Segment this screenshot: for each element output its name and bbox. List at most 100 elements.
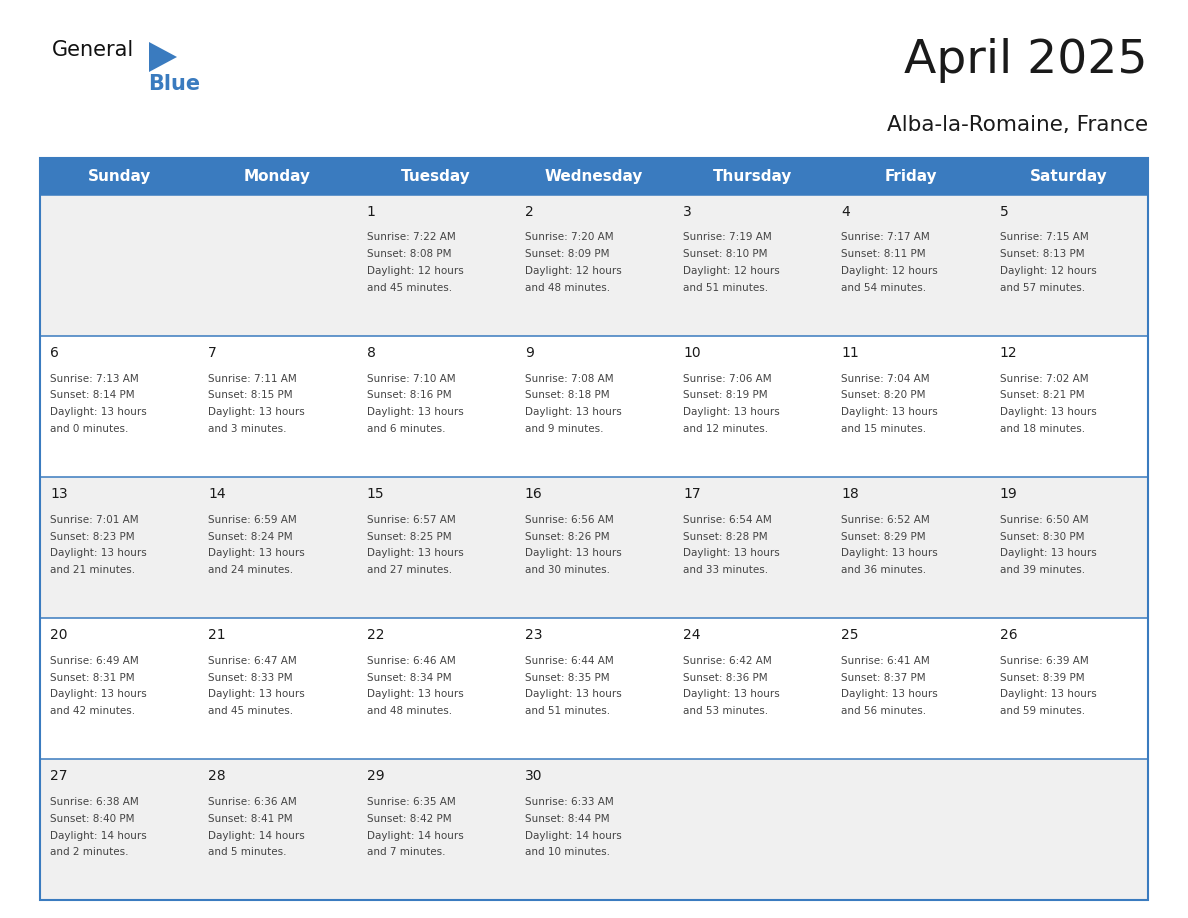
Text: and 36 minutes.: and 36 minutes. — [841, 565, 927, 575]
Text: and 42 minutes.: and 42 minutes. — [50, 706, 135, 716]
Text: Sunrise: 6:33 AM: Sunrise: 6:33 AM — [525, 797, 614, 807]
Text: Daylight: 12 hours: Daylight: 12 hours — [841, 266, 939, 276]
Text: 23: 23 — [525, 628, 543, 642]
Bar — [40, 476, 1148, 618]
Text: Sunset: 8:33 PM: Sunset: 8:33 PM — [208, 673, 293, 683]
Text: Sunset: 8:35 PM: Sunset: 8:35 PM — [525, 673, 609, 683]
Text: Sunset: 8:28 PM: Sunset: 8:28 PM — [683, 532, 767, 542]
Text: Sunrise: 7:04 AM: Sunrise: 7:04 AM — [841, 374, 930, 384]
Text: 1: 1 — [367, 205, 375, 218]
Text: 15: 15 — [367, 487, 384, 500]
Text: Daylight: 13 hours: Daylight: 13 hours — [841, 408, 939, 417]
Text: Daylight: 13 hours: Daylight: 13 hours — [50, 548, 147, 558]
Text: Daylight: 13 hours: Daylight: 13 hours — [683, 689, 779, 700]
Text: Sunset: 8:31 PM: Sunset: 8:31 PM — [50, 673, 134, 683]
Text: Sunrise: 6:39 AM: Sunrise: 6:39 AM — [1000, 655, 1088, 666]
Text: 11: 11 — [841, 345, 859, 360]
Text: Saturday: Saturday — [1030, 169, 1107, 184]
Text: Sunset: 8:09 PM: Sunset: 8:09 PM — [525, 250, 609, 259]
Text: and 7 minutes.: and 7 minutes. — [367, 847, 446, 857]
Text: and 5 minutes.: and 5 minutes. — [208, 847, 286, 857]
Text: 9: 9 — [525, 345, 533, 360]
Text: Sunrise: 6:52 AM: Sunrise: 6:52 AM — [841, 515, 930, 525]
Text: Sunset: 8:11 PM: Sunset: 8:11 PM — [841, 250, 927, 259]
Text: Daylight: 13 hours: Daylight: 13 hours — [208, 689, 305, 700]
Text: and 24 minutes.: and 24 minutes. — [208, 565, 293, 575]
Text: Sunset: 8:19 PM: Sunset: 8:19 PM — [683, 390, 767, 400]
Text: and 21 minutes.: and 21 minutes. — [50, 565, 135, 575]
Bar — [40, 759, 1148, 900]
Text: Daylight: 12 hours: Daylight: 12 hours — [525, 266, 621, 276]
Text: 19: 19 — [1000, 487, 1017, 500]
Text: Sunset: 8:36 PM: Sunset: 8:36 PM — [683, 673, 767, 683]
Bar — [40, 158, 1148, 900]
Text: Daylight: 13 hours: Daylight: 13 hours — [525, 548, 621, 558]
Text: Daylight: 13 hours: Daylight: 13 hours — [525, 408, 621, 417]
Text: and 2 minutes.: and 2 minutes. — [50, 847, 128, 857]
Text: 10: 10 — [683, 345, 701, 360]
Text: Sunrise: 7:08 AM: Sunrise: 7:08 AM — [525, 374, 613, 384]
Text: Daylight: 13 hours: Daylight: 13 hours — [367, 689, 463, 700]
Text: 6: 6 — [50, 345, 59, 360]
Text: Daylight: 12 hours: Daylight: 12 hours — [367, 266, 463, 276]
Text: Sunset: 8:24 PM: Sunset: 8:24 PM — [208, 532, 293, 542]
Polygon shape — [148, 42, 177, 72]
Text: Sunset: 8:13 PM: Sunset: 8:13 PM — [1000, 250, 1085, 259]
Text: 26: 26 — [1000, 628, 1017, 642]
Text: 3: 3 — [683, 205, 691, 218]
Text: Daylight: 13 hours: Daylight: 13 hours — [367, 408, 463, 417]
Text: Daylight: 13 hours: Daylight: 13 hours — [1000, 408, 1097, 417]
Bar — [40, 618, 1148, 759]
Text: 8: 8 — [367, 345, 375, 360]
Text: Sunset: 8:15 PM: Sunset: 8:15 PM — [208, 390, 293, 400]
Text: Sunrise: 7:22 AM: Sunrise: 7:22 AM — [367, 232, 455, 242]
Text: and 15 minutes.: and 15 minutes. — [841, 424, 927, 434]
Text: Sunset: 8:14 PM: Sunset: 8:14 PM — [50, 390, 134, 400]
Text: Sunrise: 6:44 AM: Sunrise: 6:44 AM — [525, 655, 614, 666]
Text: and 10 minutes.: and 10 minutes. — [525, 847, 609, 857]
Text: 12: 12 — [1000, 345, 1017, 360]
Text: 24: 24 — [683, 628, 701, 642]
Text: Alba-la-Romaine, France: Alba-la-Romaine, France — [887, 115, 1148, 135]
Text: Friday: Friday — [884, 169, 937, 184]
Text: 5: 5 — [1000, 205, 1009, 218]
Text: Sunrise: 7:13 AM: Sunrise: 7:13 AM — [50, 374, 139, 384]
Text: 22: 22 — [367, 628, 384, 642]
Text: Sunrise: 6:49 AM: Sunrise: 6:49 AM — [50, 655, 139, 666]
Text: and 3 minutes.: and 3 minutes. — [208, 424, 286, 434]
Text: and 45 minutes.: and 45 minutes. — [208, 706, 293, 716]
Text: Sunrise: 6:36 AM: Sunrise: 6:36 AM — [208, 797, 297, 807]
Text: and 57 minutes.: and 57 minutes. — [1000, 283, 1085, 293]
Text: Daylight: 13 hours: Daylight: 13 hours — [50, 689, 147, 700]
Text: Sunrise: 6:47 AM: Sunrise: 6:47 AM — [208, 655, 297, 666]
Text: Sunrise: 7:02 AM: Sunrise: 7:02 AM — [1000, 374, 1088, 384]
Text: Daylight: 13 hours: Daylight: 13 hours — [683, 408, 779, 417]
Text: and 33 minutes.: and 33 minutes. — [683, 565, 769, 575]
Text: Sunrise: 6:38 AM: Sunrise: 6:38 AM — [50, 797, 139, 807]
Text: 28: 28 — [208, 769, 226, 783]
Text: Daylight: 14 hours: Daylight: 14 hours — [50, 831, 147, 841]
Text: Sunday: Sunday — [88, 169, 151, 184]
Text: Sunrise: 7:10 AM: Sunrise: 7:10 AM — [367, 374, 455, 384]
Text: Sunrise: 7:19 AM: Sunrise: 7:19 AM — [683, 232, 772, 242]
Text: Sunset: 8:42 PM: Sunset: 8:42 PM — [367, 813, 451, 823]
Text: Daylight: 12 hours: Daylight: 12 hours — [683, 266, 779, 276]
Text: and 48 minutes.: and 48 minutes. — [525, 283, 609, 293]
Text: Wednesday: Wednesday — [545, 169, 643, 184]
Text: Sunrise: 6:57 AM: Sunrise: 6:57 AM — [367, 515, 455, 525]
Text: Sunset: 8:39 PM: Sunset: 8:39 PM — [1000, 673, 1085, 683]
Text: Sunset: 8:41 PM: Sunset: 8:41 PM — [208, 813, 293, 823]
Text: Daylight: 13 hours: Daylight: 13 hours — [1000, 548, 1097, 558]
Text: and 48 minutes.: and 48 minutes. — [367, 706, 451, 716]
Text: and 9 minutes.: and 9 minutes. — [525, 424, 604, 434]
Text: Daylight: 13 hours: Daylight: 13 hours — [367, 548, 463, 558]
Text: and 59 minutes.: and 59 minutes. — [1000, 706, 1085, 716]
Text: 16: 16 — [525, 487, 543, 500]
Text: Daylight: 13 hours: Daylight: 13 hours — [525, 689, 621, 700]
Text: 2: 2 — [525, 205, 533, 218]
Text: Sunset: 8:34 PM: Sunset: 8:34 PM — [367, 673, 451, 683]
Text: Daylight: 13 hours: Daylight: 13 hours — [50, 408, 147, 417]
Text: Sunrise: 6:59 AM: Sunrise: 6:59 AM — [208, 515, 297, 525]
Text: Sunrise: 6:50 AM: Sunrise: 6:50 AM — [1000, 515, 1088, 525]
Text: Daylight: 13 hours: Daylight: 13 hours — [1000, 689, 1097, 700]
